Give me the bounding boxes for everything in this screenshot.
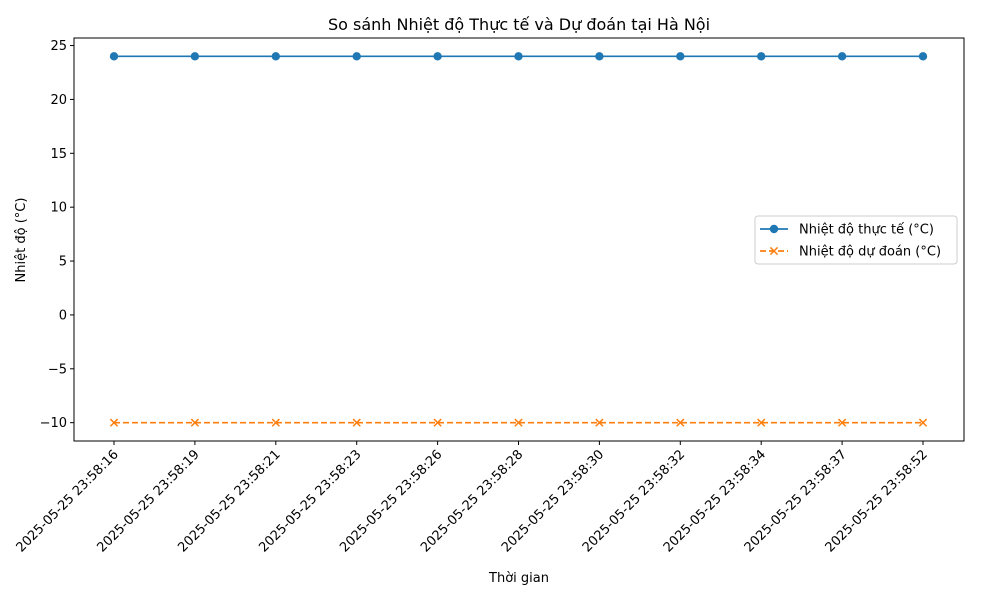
data-point	[757, 52, 766, 61]
y-tick-label: 5	[59, 255, 67, 270]
series-1	[109, 52, 928, 61]
data-point	[190, 52, 200, 61]
y-axis-ticks: 25 20 15 10 5 0 −10 −5	[40, 39, 74, 431]
data-point	[514, 52, 523, 61]
y-tick-label: 0	[59, 308, 67, 323]
data-point	[595, 52, 604, 61]
data-point	[352, 418, 361, 427]
series-layer	[109, 52, 928, 427]
plot-area: 25 20 15 10 5 0 −10 −5 2025-05-25 23:58:162025-…	[14, 37, 965, 555]
data-point	[514, 418, 523, 427]
y-tick-label: 15	[50, 147, 67, 162]
data-point	[109, 418, 119, 427]
data-point	[271, 52, 280, 61]
x-axis-label: Thời gian	[488, 571, 549, 586]
data-point	[352, 52, 361, 61]
legend-label: Nhiệt độ thực tế (°C)	[799, 223, 934, 238]
data-point	[595, 418, 604, 427]
data-point	[271, 418, 280, 427]
legend-marker	[769, 246, 779, 256]
y-tick-label: −5	[48, 362, 67, 377]
data-point	[433, 52, 442, 61]
series-2	[109, 418, 928, 427]
data-point	[676, 418, 685, 427]
data-point	[837, 52, 847, 61]
legend-label: Nhiệt độ dự đoán (°C)	[799, 245, 941, 260]
y-tick-label: −10	[40, 416, 67, 431]
legend-item: Nhiệt độ dự đoán (°C)	[760, 245, 941, 260]
data-point	[109, 52, 119, 61]
chart-title: So sánh Nhiệt độ Thực tế và Dự đoán tại …	[328, 15, 710, 34]
legend-item: Nhiệt độ thực tế (°C)	[760, 223, 934, 238]
data-point	[918, 418, 928, 427]
legend-marker	[769, 224, 779, 234]
data-point	[433, 418, 442, 427]
data-point	[837, 418, 847, 427]
y-tick-label: 20	[50, 93, 67, 108]
y-tick-label: 10	[50, 201, 67, 216]
y-tick-label: 25	[50, 39, 67, 54]
data-point	[190, 418, 200, 427]
y-axis-label: Nhiệt độ (°C)	[14, 198, 29, 283]
data-point	[918, 52, 928, 61]
legend-frame	[754, 215, 958, 265]
legend: Nhiệt độ thực tế (°C) Nhiệt độ dự đoán (°…	[754, 215, 958, 265]
data-point	[757, 418, 766, 427]
data-point	[676, 52, 685, 61]
